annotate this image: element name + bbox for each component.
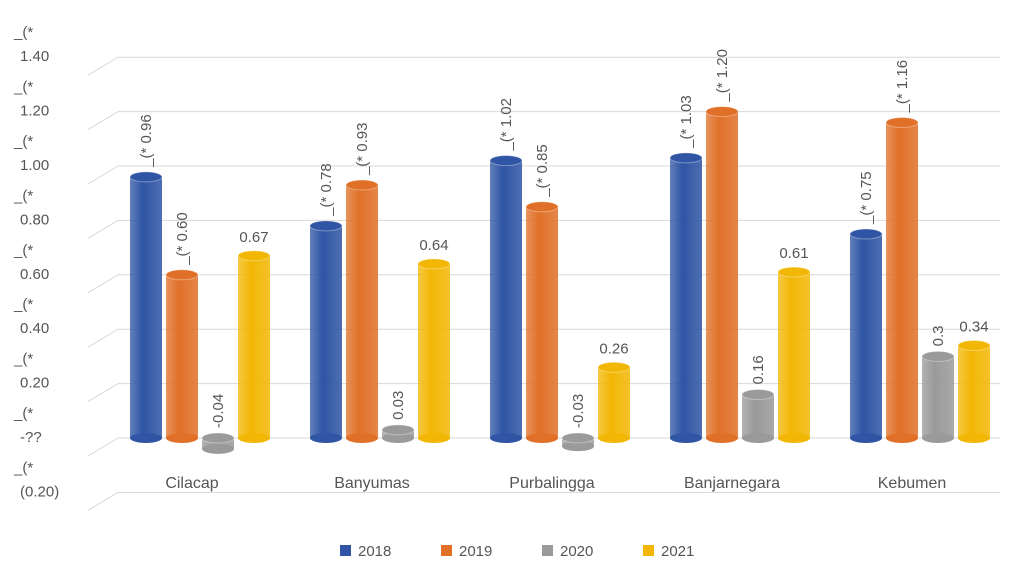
bar-2019-purbalingga [525, 201, 559, 443]
bar-2021-banjarnegara [777, 266, 811, 443]
bar-2019-banyumas [345, 179, 379, 443]
data-label: 0.16 [750, 355, 767, 384]
y-tick-prefix: _(* [13, 296, 33, 313]
category-label: Banyumas [334, 475, 410, 492]
data-label: _(* 0.60 [174, 212, 191, 266]
data-label: _(* 0.96 [138, 114, 155, 168]
y-tick-label: 1.00 [20, 157, 49, 174]
y-tick-label: 0.60 [20, 266, 49, 283]
legend-swatch [542, 545, 553, 556]
y-tick-label: (0.20) [20, 483, 59, 500]
legend-label: 2021 [661, 543, 694, 560]
bar-2018-banjarnegara [669, 152, 703, 443]
bar-2018-cilacap [129, 171, 163, 443]
data-label: 0.61 [779, 245, 808, 262]
category-label: Banjarnegara [684, 475, 780, 492]
gridline [87, 111, 1000, 131]
bar-2018-kebumen [849, 228, 883, 443]
y-tick-label: -?? [20, 429, 42, 446]
bar-2018-banyumas [309, 220, 343, 443]
x-axis: Cilacap Banyumas Purbalingga Banjarnegara Ke… [165, 475, 946, 492]
bar-2020-banyumas [381, 424, 415, 443]
y-tick-prefix: _(* [13, 405, 33, 422]
data-label: _(* 1.03 [678, 95, 695, 149]
y-tick-label: 0.20 [20, 375, 49, 392]
data-label: 0.34 [959, 319, 988, 336]
legend-swatch [340, 545, 351, 556]
bar-2021-kebumen [957, 340, 991, 443]
y-tick-prefix: _(* [13, 459, 33, 476]
gridline [87, 491, 1000, 511]
y-tick-label: 0.40 [20, 320, 49, 337]
data-label: _(* 1.02 [498, 98, 515, 152]
legend-label: 2020 [560, 543, 593, 560]
y-tick-label: 1.20 [20, 103, 49, 120]
y-tick-prefix: _(* [13, 351, 33, 368]
data-label: -0.03 [570, 394, 587, 428]
data-label: _(* 0.93 [354, 122, 371, 176]
legend-label: 2019 [459, 543, 492, 560]
category-label: Purbalingga [509, 475, 595, 492]
y-tick-prefix: _(* [13, 24, 33, 41]
data-label: _(* 0.85 [534, 144, 551, 198]
data-label: 0.3 [930, 326, 947, 347]
bar-2021-banyumas [417, 258, 451, 443]
bar-2021-purbalingga [597, 361, 631, 443]
bar-2019-cilacap [165, 269, 199, 443]
y-tick-prefix: _(* [13, 242, 33, 259]
legend-swatch [643, 545, 654, 556]
bar-2021-cilacap [237, 250, 271, 443]
y-axis: _(* 1.40 _(* 1.20 _(* 1.00 _(* 0.80 _(* 0.60 _(* 0.… [13, 24, 59, 500]
legend: 2018 2019 2020 2021 [340, 543, 694, 560]
bar-2020-banjarnegara [741, 388, 775, 443]
bars [129, 106, 991, 454]
bar-2019-banjarnegara [705, 106, 739, 443]
y-tick-prefix: _(* [13, 187, 33, 204]
data-label: _(* 0.78 [318, 163, 335, 217]
y-tick-prefix: _(* [13, 133, 33, 150]
data-label: 0.03 [390, 391, 407, 420]
data-label: _(* 1.20 [714, 49, 731, 103]
gridline [87, 56, 1000, 76]
category-label: Cilacap [165, 475, 218, 492]
gridlines [87, 56, 1000, 511]
data-labels: _(* 0.96 _(* 0.60 -0.04 0.67 _(* 0.78 _(* 0.9… [138, 49, 989, 428]
data-label: -0.04 [210, 394, 227, 428]
bar-2020-kebumen [921, 350, 955, 443]
y-tick-prefix: _(* [13, 79, 33, 96]
bar-2019-kebumen [885, 116, 919, 443]
category-label: Kebumen [878, 475, 947, 492]
data-label: _(* 1.16 [894, 60, 911, 114]
bar-2020-purbalingga [561, 432, 595, 452]
legend-swatch [441, 545, 452, 556]
legend-label: 2018 [358, 543, 391, 560]
bar-2018-purbalingga [489, 155, 523, 443]
data-label: 0.26 [599, 340, 628, 357]
bar-2020-cilacap [201, 432, 235, 454]
y-tick-label: 1.40 [20, 48, 49, 65]
data-label: 0.67 [239, 229, 268, 246]
data-label: 0.64 [419, 237, 448, 254]
y-tick-label: 0.80 [20, 211, 49, 228]
data-label: _(* 0.75 [858, 171, 875, 225]
